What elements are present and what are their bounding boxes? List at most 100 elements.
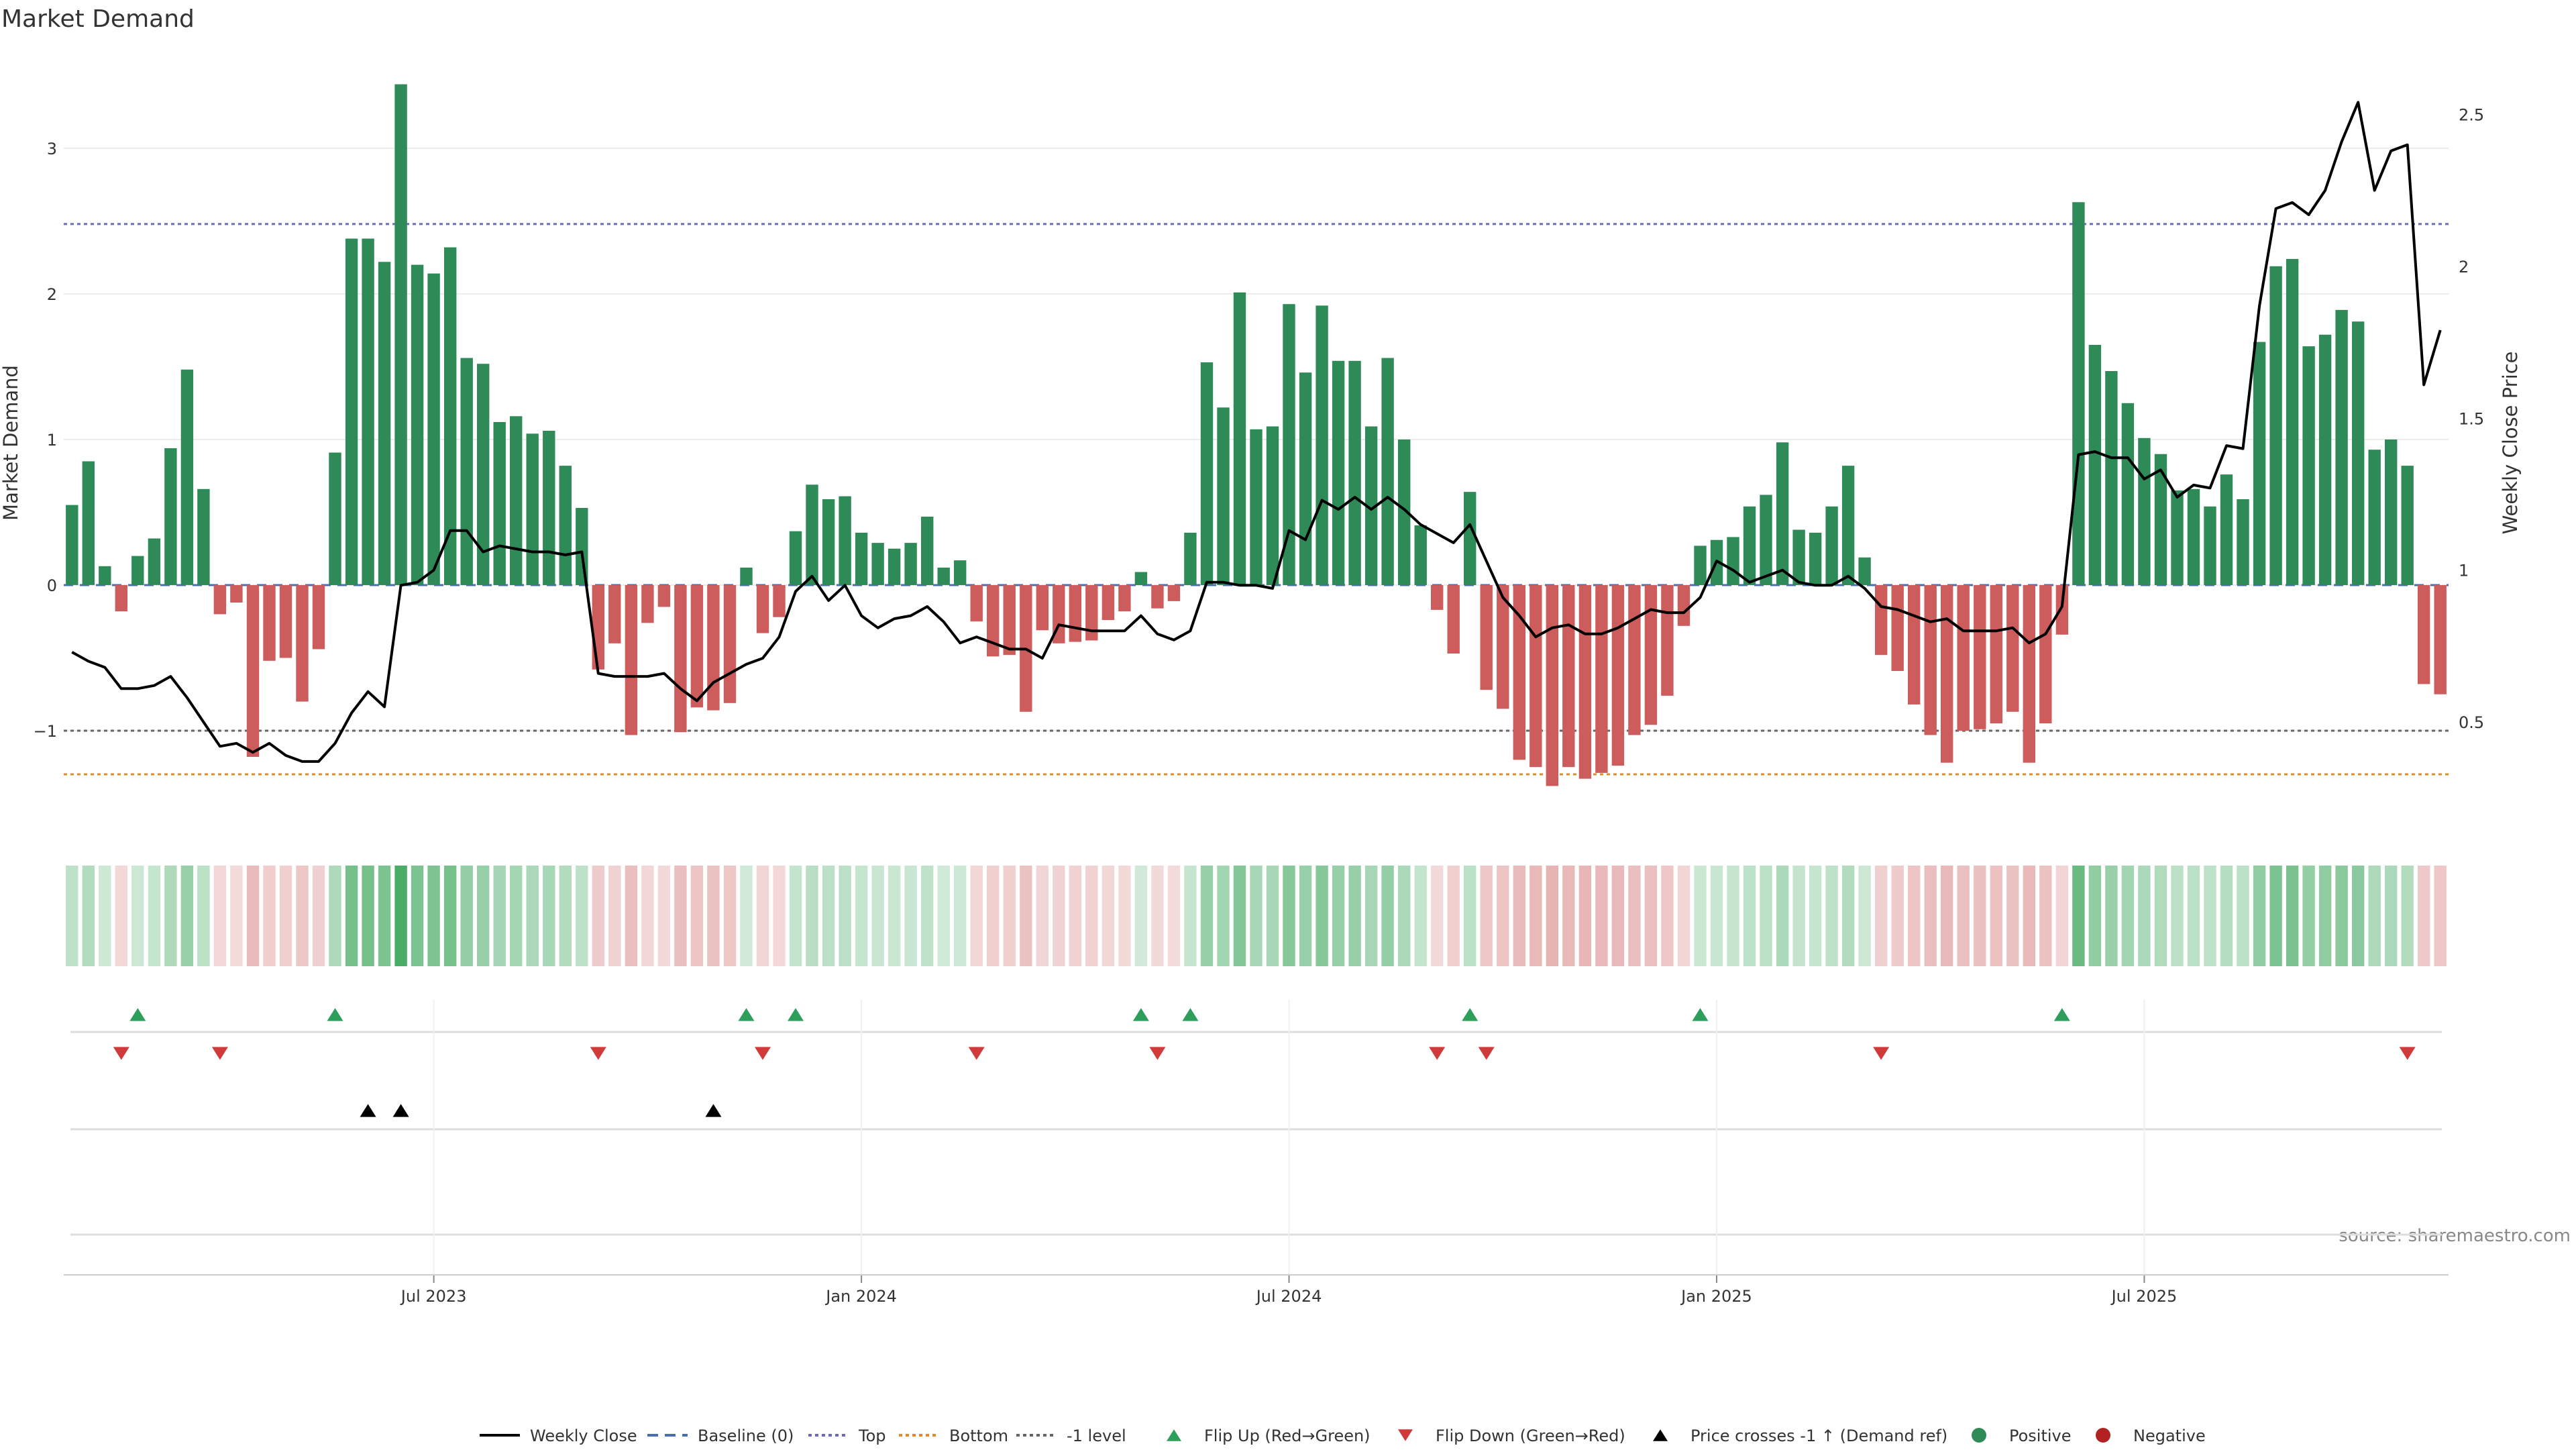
demand-bar-64 xyxy=(1118,585,1131,612)
demand-bar-44 xyxy=(789,531,802,585)
legend-swatch-6 xyxy=(1398,1429,1413,1441)
heat-cell-15 xyxy=(312,866,325,966)
legend-item-0: Weekly Close xyxy=(480,1427,637,1445)
demand-bar-95 xyxy=(1628,585,1641,735)
heat-cell-36 xyxy=(657,866,671,966)
heat-cell-72 xyxy=(1250,866,1263,966)
heat-cell-110 xyxy=(1875,866,1888,966)
heat-cell-3 xyxy=(115,866,127,966)
demand-bar-80 xyxy=(1381,358,1394,585)
heat-cell-18 xyxy=(362,866,374,966)
demand-bar-87 xyxy=(1497,585,1509,709)
demand-bar-117 xyxy=(1990,585,2002,724)
legend-item-6: Flip Down (Green→Red) xyxy=(1398,1427,1625,1445)
legend-swatch-5 xyxy=(1167,1429,1181,1441)
demand-bar-115 xyxy=(1957,585,1970,731)
heat-cell-66 xyxy=(1151,866,1164,966)
x-axis: Jul 2023 Jan 2024 Jul 2024 Jan 2025 Jul 2025 xyxy=(64,1000,2449,1306)
demand-bar-66 xyxy=(1151,585,1164,609)
flip-up-marker-3 xyxy=(788,1008,804,1021)
heat-cell-85 xyxy=(1464,866,1477,966)
heat-cell-126 xyxy=(2138,866,2151,966)
demand-bar-78 xyxy=(1348,360,1361,585)
legend-item-5: Flip Up (Red→Green) xyxy=(1167,1427,1371,1445)
heat-cell-134 xyxy=(2269,866,2282,966)
demand-bar-116 xyxy=(1974,585,1986,729)
demand-bar-108 xyxy=(1841,466,1855,585)
heat-cell-91 xyxy=(1562,866,1575,966)
demand-bar-144 xyxy=(2434,585,2447,694)
demand-bar-18 xyxy=(362,238,374,586)
legend-item-3: Bottom xyxy=(899,1427,1008,1445)
flip-down-marker-8 xyxy=(1873,1047,1890,1060)
heat-cell-24 xyxy=(460,866,473,966)
demand-bar-24 xyxy=(460,358,473,585)
heat-cell-104 xyxy=(1776,866,1789,966)
y2-axis-label: Weekly Close Price xyxy=(2499,352,2522,535)
flip-up-marker-4 xyxy=(1132,1008,1149,1021)
heat-cell-113 xyxy=(1924,866,1937,966)
demand-bar-132 xyxy=(2237,499,2249,585)
heat-cell-58 xyxy=(1020,866,1032,966)
heat-cell-94 xyxy=(1611,866,1625,966)
demand-bar-5 xyxy=(148,538,161,585)
heat-cell-32 xyxy=(592,866,604,966)
flip-up-marker-7 xyxy=(1692,1008,1709,1021)
heat-cell-124 xyxy=(2105,866,2118,966)
demand-bar-96 xyxy=(1644,585,1658,725)
demand-bar-26 xyxy=(493,422,506,585)
legend-label-5: Flip Up (Red→Green) xyxy=(1204,1427,1371,1445)
heat-cell-138 xyxy=(2335,866,2348,966)
heat-cell-50 xyxy=(888,866,901,966)
heat-cell-64 xyxy=(1118,866,1131,966)
demand-bar-124 xyxy=(2105,371,2118,585)
heat-cell-86 xyxy=(1480,866,1493,966)
heat-cell-67 xyxy=(1167,866,1181,966)
heat-cell-21 xyxy=(411,866,424,966)
demand-bar-63 xyxy=(1102,585,1115,621)
heat-cell-31 xyxy=(576,866,588,966)
heat-cell-73 xyxy=(1266,866,1279,966)
legend-item-1: Baseline (0) xyxy=(647,1427,794,1445)
demand-bar-17 xyxy=(345,238,358,586)
demand-bar-109 xyxy=(1858,557,1871,585)
demand-bar-11 xyxy=(246,585,260,757)
demand-bar-135 xyxy=(2286,258,2299,585)
weekly-close-line xyxy=(71,101,2442,763)
heat-cell-107 xyxy=(1825,866,1838,966)
demand-bar-51 xyxy=(904,543,917,585)
y-axis-label: Market Demand xyxy=(0,365,22,521)
demand-bar-57 xyxy=(1003,585,1016,656)
demand-bar-110 xyxy=(1875,585,1888,656)
demand-bar-38 xyxy=(690,585,704,708)
demand-bars xyxy=(66,84,2447,786)
heat-cell-39 xyxy=(707,866,720,966)
heat-cell-125 xyxy=(2121,866,2135,966)
y2-tick-2: 1.5 xyxy=(2459,409,2484,428)
flip-down-marker-6 xyxy=(1429,1047,1446,1060)
heat-cell-59 xyxy=(1036,866,1049,966)
heat-cell-132 xyxy=(2237,866,2249,966)
demand-bar-75 xyxy=(1299,372,1312,585)
demand-bar-29 xyxy=(543,431,555,585)
demand-bar-27 xyxy=(510,416,523,585)
demand-bar-119 xyxy=(2023,585,2035,763)
heat-cell-82 xyxy=(1414,866,1427,966)
demand-bar-137 xyxy=(2318,334,2332,585)
demand-bar-4 xyxy=(131,556,144,585)
price-cross-marker-1 xyxy=(392,1104,409,1117)
heat-cell-43 xyxy=(773,866,786,966)
y-tick-2: 1 xyxy=(47,431,57,450)
demand-bar-105 xyxy=(1792,529,1805,585)
demand-bar-35 xyxy=(641,585,654,623)
heat-cell-6 xyxy=(164,866,177,966)
heat-cell-115 xyxy=(1957,866,1970,966)
x-tick-3: Jan 2025 xyxy=(1680,1287,1752,1306)
price-cross-marker-0 xyxy=(360,1104,376,1117)
heat-cell-83 xyxy=(1431,866,1444,966)
flip-down-marker-1 xyxy=(211,1047,228,1060)
heat-cell-44 xyxy=(789,866,802,966)
demand-bar-74 xyxy=(1283,304,1295,585)
demand-bar-33 xyxy=(608,585,621,643)
demand-bar-45 xyxy=(806,484,818,585)
